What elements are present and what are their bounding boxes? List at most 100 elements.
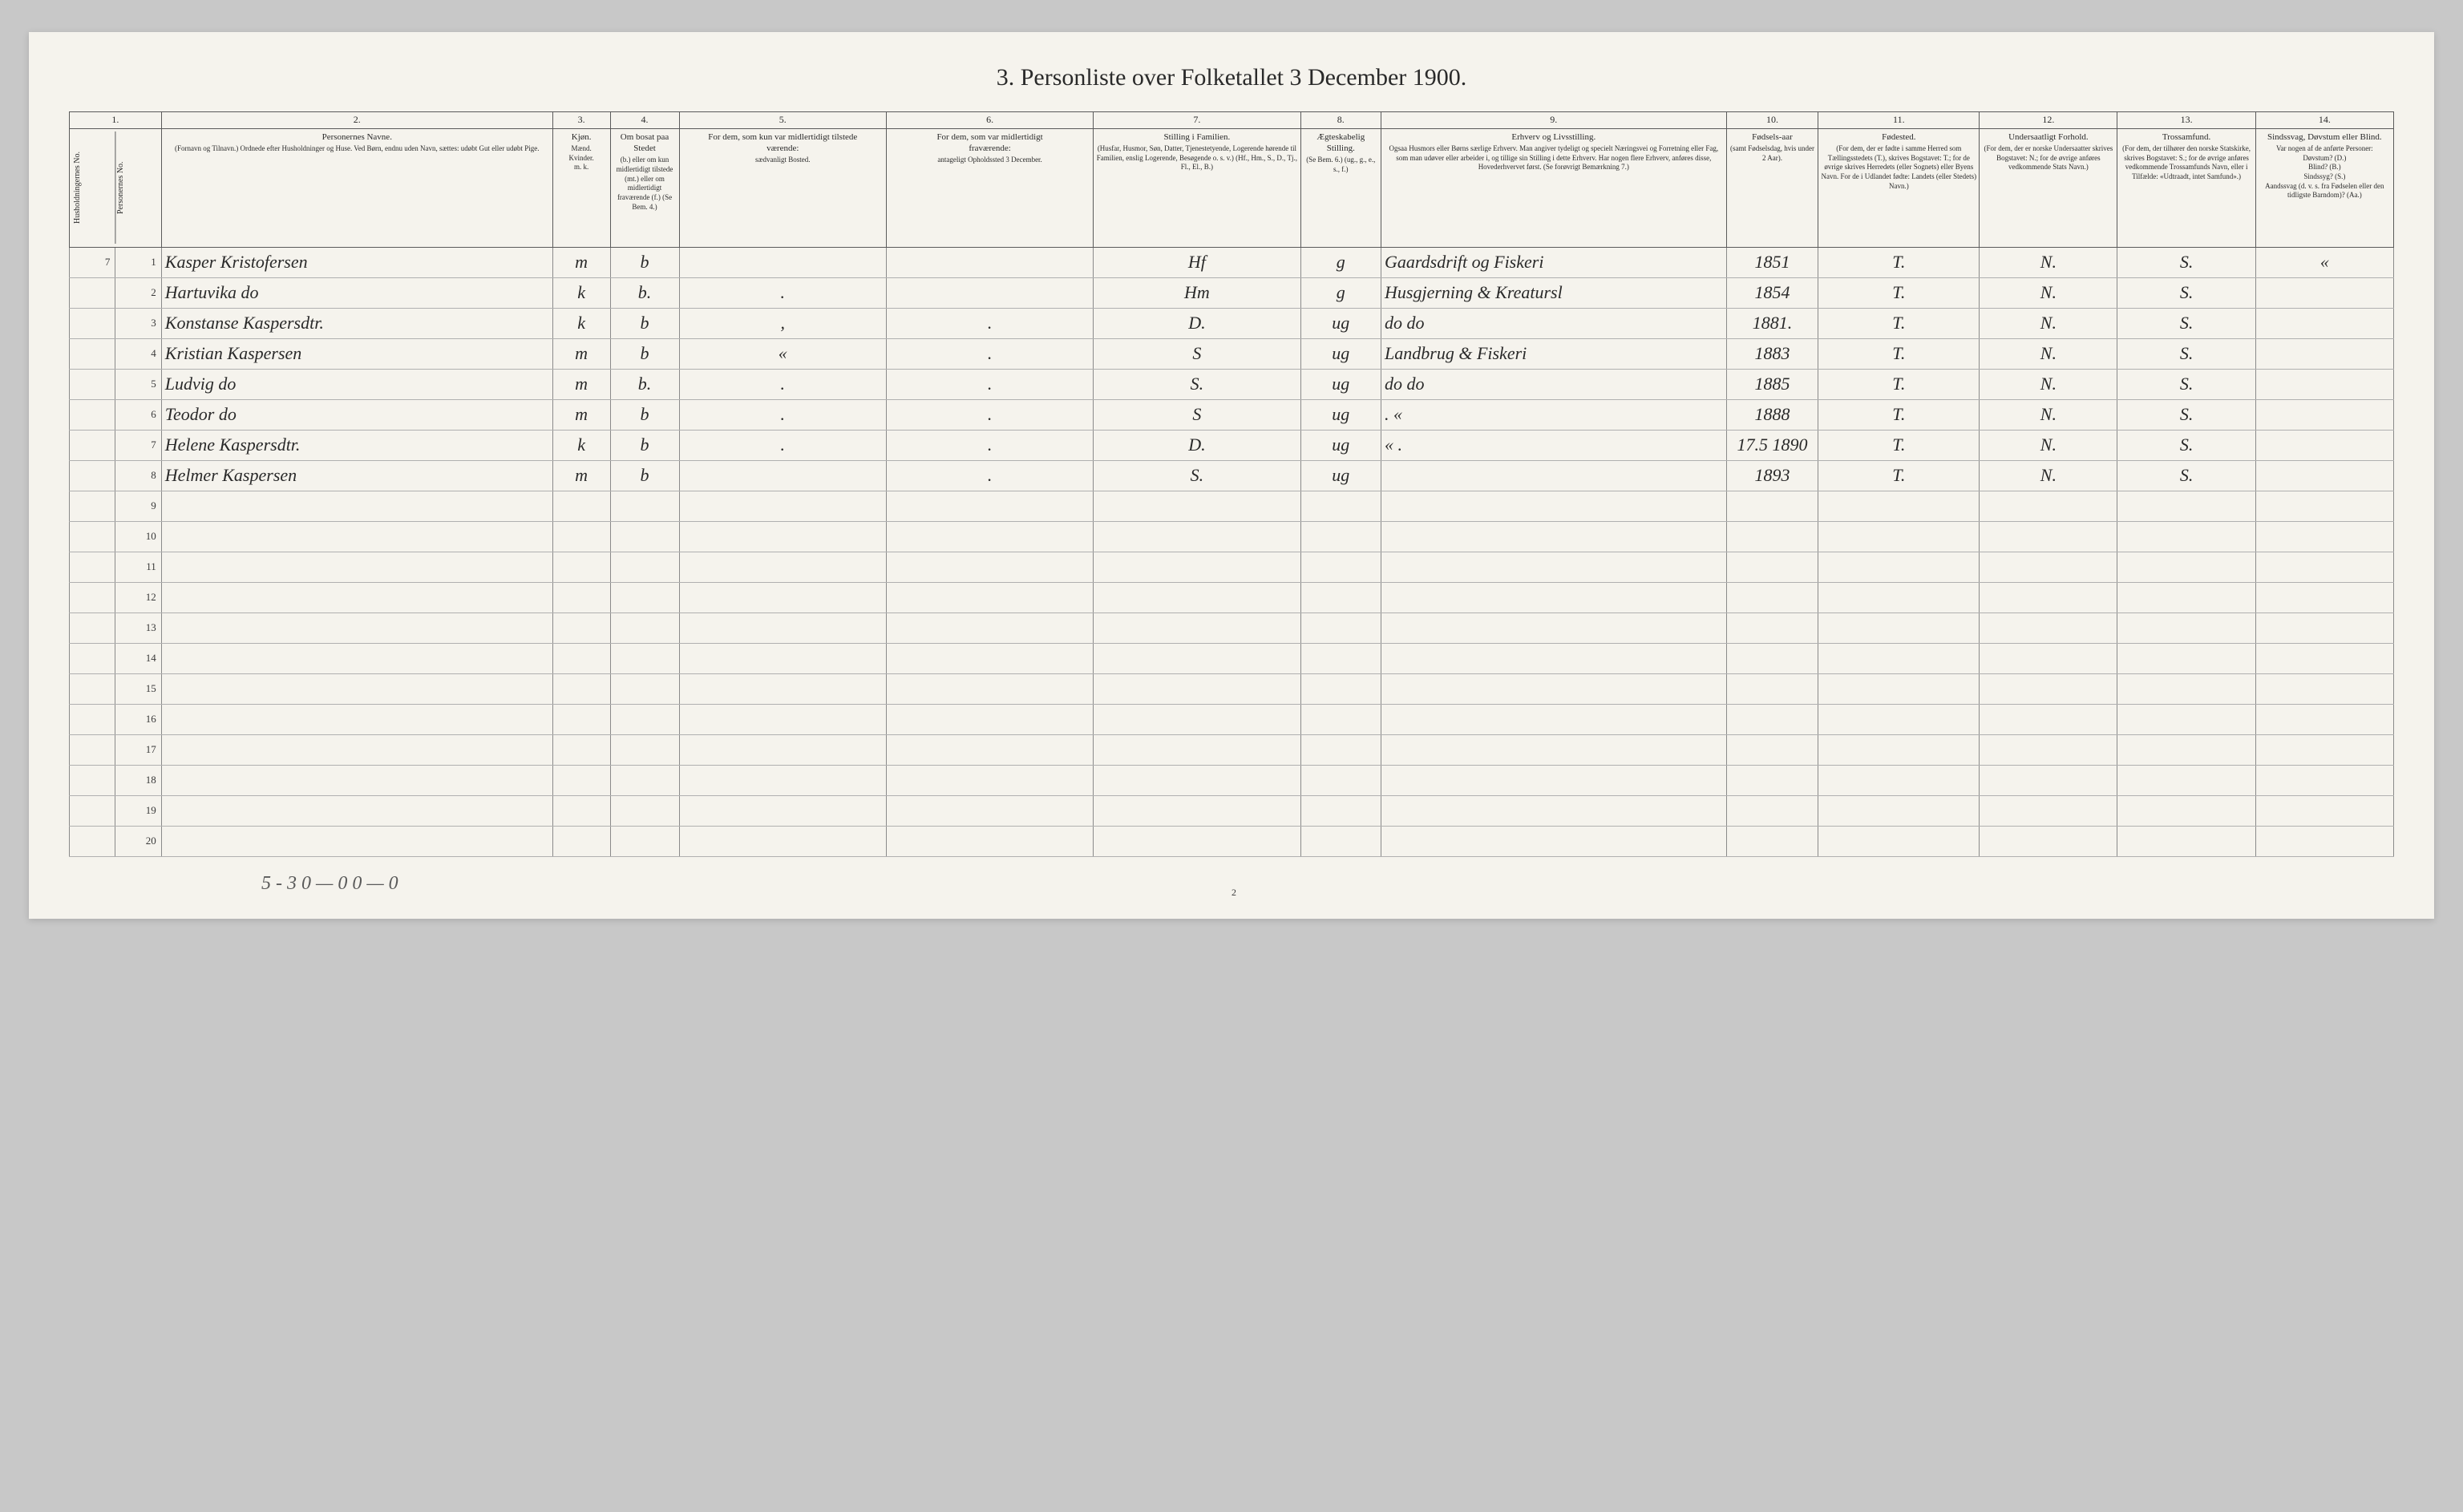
birth-year: 1881.: [1726, 308, 1818, 338]
temp-away: [886, 277, 1093, 308]
residence: b.: [610, 369, 679, 399]
person-name: Helmer Kaspersen: [161, 460, 552, 491]
disability: «: [2255, 247, 2393, 277]
disability: [2255, 399, 2393, 430]
birthplace: T.: [1818, 308, 1980, 338]
temp-away: .: [886, 430, 1093, 460]
religion: S.: [2117, 399, 2255, 430]
person-num: 7: [115, 430, 161, 460]
person-num: 5: [115, 369, 161, 399]
table-row-empty: 19: [70, 795, 2394, 826]
census-table: 1. Husholdningernes No. Personernes No. …: [69, 111, 2394, 857]
table-row-empty: 11: [70, 552, 2394, 582]
table-row: 7Helene Kaspersdtr.kb..D.ug« .17.5 1890T…: [70, 430, 2394, 460]
disability: [2255, 308, 2393, 338]
person-num: 16: [115, 704, 161, 734]
table-row: 71Kasper KristofersenmbHfgGaardsdrift og…: [70, 247, 2394, 277]
person-num: 11: [115, 552, 161, 582]
marital-status: ug: [1300, 430, 1381, 460]
person-num: 15: [115, 673, 161, 704]
person-name: Kasper Kristofersen: [161, 247, 552, 277]
family-position: D.: [1094, 308, 1300, 338]
household-num: [70, 430, 115, 460]
marital-status: ug: [1300, 460, 1381, 491]
col-3-header: 3. Kjøn. Mænd. Kvinder. m. k.: [552, 112, 610, 248]
citizenship: N.: [1980, 460, 2117, 491]
person-num: 18: [115, 765, 161, 795]
person-num: 4: [115, 338, 161, 369]
family-position: S: [1094, 399, 1300, 430]
birthplace: T.: [1818, 460, 1980, 491]
religion: S.: [2117, 247, 2255, 277]
occupation: « .: [1381, 430, 1727, 460]
table-row: 4Kristian Kaspersenmb«.SugLandbrug & Fis…: [70, 338, 2394, 369]
birthplace: T.: [1818, 369, 1980, 399]
citizenship: N.: [1980, 277, 2117, 308]
disability: [2255, 460, 2393, 491]
birth-year: 1893: [1726, 460, 1818, 491]
temp-away: .: [886, 338, 1093, 369]
census-page: 3. Personliste over Folketallet 3 Decemb…: [29, 32, 2434, 919]
temp-away: .: [886, 460, 1093, 491]
marital-status: ug: [1300, 399, 1381, 430]
col-4-header: 4. Om bosat paa Stedet (b.) eller om kun…: [610, 112, 679, 248]
marital-status: ug: [1300, 369, 1381, 399]
occupation: do do: [1381, 308, 1727, 338]
occupation: do do: [1381, 369, 1727, 399]
col-7-header: 7. Stilling i Familien. (Husfar, Husmor,…: [1094, 112, 1300, 248]
table-row: 3Konstanse Kaspersdtr.kb,.D.ugdo do1881.…: [70, 308, 2394, 338]
person-num: 14: [115, 643, 161, 673]
temp-present: «: [679, 338, 886, 369]
religion: S.: [2117, 369, 2255, 399]
table-row: 6Teodor domb..Sug. «1888T.N.S.: [70, 399, 2394, 430]
religion: S.: [2117, 460, 2255, 491]
birthplace: T.: [1818, 338, 1980, 369]
birthplace: T.: [1818, 430, 1980, 460]
birth-year: 1885: [1726, 369, 1818, 399]
person-num: 19: [115, 795, 161, 826]
table-row-empty: 18: [70, 765, 2394, 795]
col-6-header: 6. For dem, som var midlertidigt fravære…: [886, 112, 1093, 248]
person-num: 6: [115, 399, 161, 430]
occupation: Landbrug & Fiskeri: [1381, 338, 1727, 369]
person-num: 9: [115, 491, 161, 521]
birthplace: T.: [1818, 399, 1980, 430]
col-1-header: 1. Husholdningernes No. Personernes No.: [70, 112, 162, 248]
residence: b: [610, 460, 679, 491]
birthplace: T.: [1818, 277, 1980, 308]
person-num: 2: [115, 277, 161, 308]
person-name: Ludvig do: [161, 369, 552, 399]
page-number: 2: [1232, 887, 1236, 899]
page-title: 3. Personliste over Folketallet 3 Decemb…: [69, 64, 2394, 91]
temp-away: .: [886, 308, 1093, 338]
birth-year: 1888: [1726, 399, 1818, 430]
occupation: Gaardsdrift og Fiskeri: [1381, 247, 1727, 277]
person-num: 20: [115, 826, 161, 856]
table-row: 5Ludvig domb...S.ugdo do1885T.N.S.: [70, 369, 2394, 399]
birth-year: 17.5 1890: [1726, 430, 1818, 460]
household-num: [70, 399, 115, 430]
religion: S.: [2117, 338, 2255, 369]
disability: [2255, 338, 2393, 369]
person-num: 10: [115, 521, 161, 552]
col-14-header: 14. Sindssvag, Døvstum eller Blind. Var …: [2255, 112, 2393, 248]
sex: m: [552, 460, 610, 491]
person-name: Hartuvika do: [161, 277, 552, 308]
residence: b: [610, 338, 679, 369]
temp-present: .: [679, 369, 886, 399]
household-num: [70, 460, 115, 491]
table-row-empty: 17: [70, 734, 2394, 765]
person-name: Konstanse Kaspersdtr.: [161, 308, 552, 338]
household-num: [70, 308, 115, 338]
citizenship: N.: [1980, 369, 2117, 399]
sex: m: [552, 338, 610, 369]
person-num: 3: [115, 308, 161, 338]
family-position: Hm: [1094, 277, 1300, 308]
temp-present: [679, 247, 886, 277]
temp-present: ,: [679, 308, 886, 338]
household-num: 7: [70, 247, 115, 277]
family-position: S.: [1094, 460, 1300, 491]
occupation: [1381, 460, 1727, 491]
birthplace: T.: [1818, 247, 1980, 277]
table-header: 1. Husholdningernes No. Personernes No. …: [70, 112, 2394, 248]
